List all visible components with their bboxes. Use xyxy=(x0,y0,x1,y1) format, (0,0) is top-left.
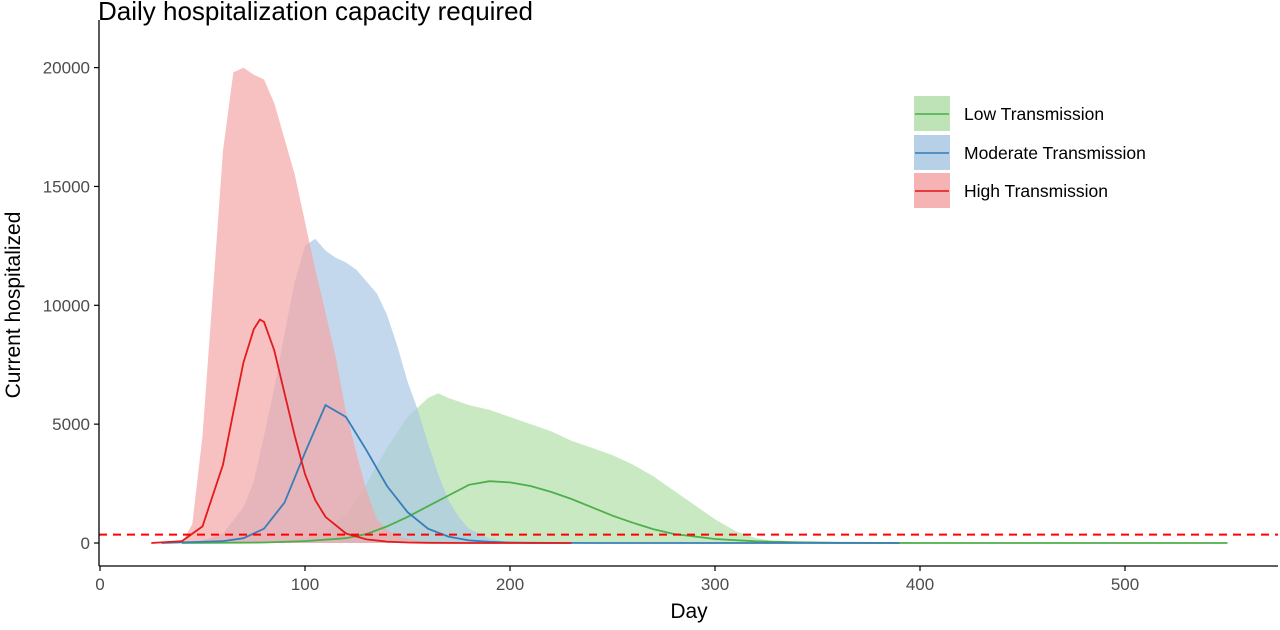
y-tick-label: 15000 xyxy=(43,177,90,196)
axes: 0 5000 10000 15000 20000 0 100 200 300 400 500 xyxy=(43,20,1278,594)
legend-label: Low Transmission xyxy=(964,104,1105,124)
y-tick-label: 10000 xyxy=(43,296,90,315)
legend-swatch xyxy=(914,96,950,131)
y-tick-label: 5000 xyxy=(52,415,90,434)
legend-swatch xyxy=(914,173,950,208)
series-lines xyxy=(151,318,1228,544)
x-tick-label: 300 xyxy=(701,575,729,594)
x-tick-label: 500 xyxy=(1111,575,1139,594)
legend-line xyxy=(915,190,949,192)
legend-swatch xyxy=(914,134,950,170)
x-tick-label: 100 xyxy=(291,575,319,594)
y-tick-label: 0 xyxy=(81,534,90,553)
legend-line xyxy=(915,113,949,115)
legend-label: Moderate Transmission xyxy=(964,142,1146,163)
legend-line xyxy=(915,151,949,154)
confidence-bands xyxy=(182,67,797,543)
x-tick-label: 200 xyxy=(496,575,524,594)
chart-title: Daily hospitalization capacity required xyxy=(98,0,534,26)
band-high-transmission xyxy=(182,67,439,543)
y-tick-label: 20000 xyxy=(43,59,90,78)
legend-label: High Transmission xyxy=(964,181,1108,201)
x-axis-label: Day xyxy=(670,600,708,623)
line-moderate-transmission xyxy=(161,403,900,544)
line-high-transmission xyxy=(151,318,572,544)
x-tick-label: 0 xyxy=(95,575,104,594)
x-tick-label: 400 xyxy=(906,575,934,594)
